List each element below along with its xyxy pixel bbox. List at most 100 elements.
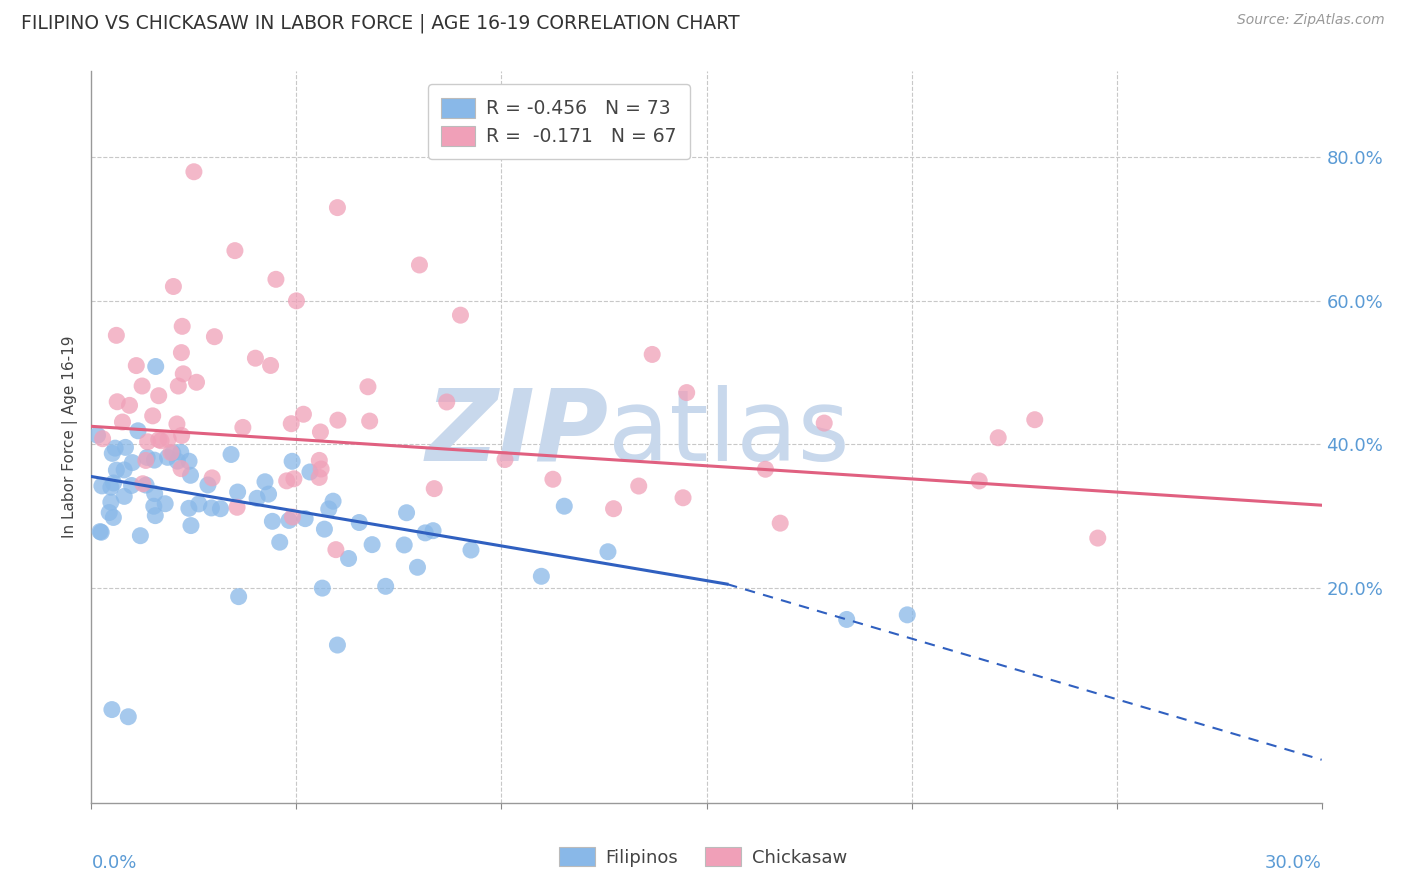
- Point: [105, 328, 128, 343]
- Point: [170, 345, 193, 359]
- Text: 30.0%: 30.0%: [1265, 854, 1322, 872]
- Point: [395, 506, 418, 520]
- Point: [166, 454, 188, 468]
- Point: [187, 497, 209, 511]
- Point: [280, 417, 302, 431]
- Point: [101, 446, 124, 460]
- Point: [180, 468, 202, 483]
- Point: [125, 359, 148, 373]
- Point: [530, 569, 553, 583]
- Point: [1024, 413, 1046, 427]
- Point: [111, 415, 134, 429]
- Point: [224, 244, 246, 258]
- Point: [202, 329, 225, 343]
- Point: [121, 456, 143, 470]
- Point: [89, 524, 111, 539]
- Point: [326, 638, 349, 652]
- Point: [170, 461, 193, 475]
- Point: [813, 416, 835, 430]
- Point: [170, 445, 193, 459]
- Point: [245, 351, 267, 366]
- Point: [967, 474, 990, 488]
- Point: [105, 394, 128, 409]
- Point: [112, 463, 135, 477]
- Point: [117, 710, 139, 724]
- Point: [423, 482, 446, 496]
- Point: [219, 448, 242, 462]
- Point: [553, 499, 575, 513]
- Point: [166, 417, 188, 431]
- Point: [322, 494, 344, 508]
- Point: [318, 502, 340, 516]
- Point: [90, 479, 112, 493]
- Point: [153, 497, 176, 511]
- Point: [374, 579, 396, 593]
- Point: [413, 525, 436, 540]
- Point: [142, 409, 165, 423]
- Point: [160, 445, 183, 459]
- Point: [987, 431, 1010, 445]
- Text: FILIPINO VS CHICKASAW IN LABOR FORCE | AGE 16-19 CORRELATION CHART: FILIPINO VS CHICKASAW IN LABOR FORCE | A…: [21, 13, 740, 33]
- Point: [285, 293, 308, 308]
- Point: [142, 500, 165, 514]
- Point: [114, 441, 136, 455]
- Point: [359, 414, 381, 428]
- Point: [326, 413, 349, 427]
- Point: [408, 258, 430, 272]
- Point: [627, 479, 650, 493]
- Point: [460, 543, 482, 558]
- Point: [226, 485, 249, 500]
- Point: [200, 500, 222, 515]
- Point: [112, 489, 135, 503]
- Point: [896, 607, 918, 622]
- Point: [121, 478, 143, 492]
- Legend: Filipinos, Chickasaw: Filipinos, Chickasaw: [551, 840, 855, 874]
- Point: [264, 272, 287, 286]
- Point: [101, 702, 124, 716]
- Point: [281, 510, 304, 524]
- Point: [357, 380, 380, 394]
- Text: Source: ZipAtlas.com: Source: ZipAtlas.com: [1237, 13, 1385, 28]
- Point: [361, 538, 384, 552]
- Point: [131, 379, 153, 393]
- Point: [262, 514, 284, 528]
- Point: [309, 462, 332, 476]
- Point: [269, 535, 291, 549]
- Point: [167, 379, 190, 393]
- Point: [436, 395, 458, 409]
- Point: [226, 500, 249, 515]
- Point: [228, 590, 250, 604]
- Point: [143, 486, 166, 500]
- Point: [98, 506, 121, 520]
- Point: [298, 465, 321, 479]
- Point: [276, 474, 298, 488]
- Point: [132, 476, 155, 491]
- Point: [180, 518, 202, 533]
- Point: [201, 471, 224, 485]
- Point: [672, 491, 695, 505]
- Point: [148, 389, 170, 403]
- Point: [118, 398, 141, 412]
- Point: [156, 450, 179, 465]
- Point: [308, 453, 330, 467]
- Point: [90, 525, 112, 540]
- Point: [172, 367, 194, 381]
- Point: [326, 201, 349, 215]
- Point: [769, 516, 792, 530]
- Point: [91, 432, 114, 446]
- Point: [602, 501, 624, 516]
- Legend: R = -0.456   N = 73, R =  -0.171   N = 67: R = -0.456 N = 73, R = -0.171 N = 67: [427, 85, 690, 159]
- Point: [197, 478, 219, 492]
- Point: [209, 501, 232, 516]
- Point: [406, 560, 429, 574]
- Point: [337, 551, 360, 566]
- Point: [103, 510, 125, 524]
- Point: [232, 420, 254, 434]
- Point: [150, 434, 173, 448]
- Point: [162, 279, 184, 293]
- Point: [100, 480, 122, 494]
- Point: [309, 425, 332, 439]
- Point: [308, 470, 330, 484]
- Point: [596, 545, 619, 559]
- Point: [104, 441, 127, 455]
